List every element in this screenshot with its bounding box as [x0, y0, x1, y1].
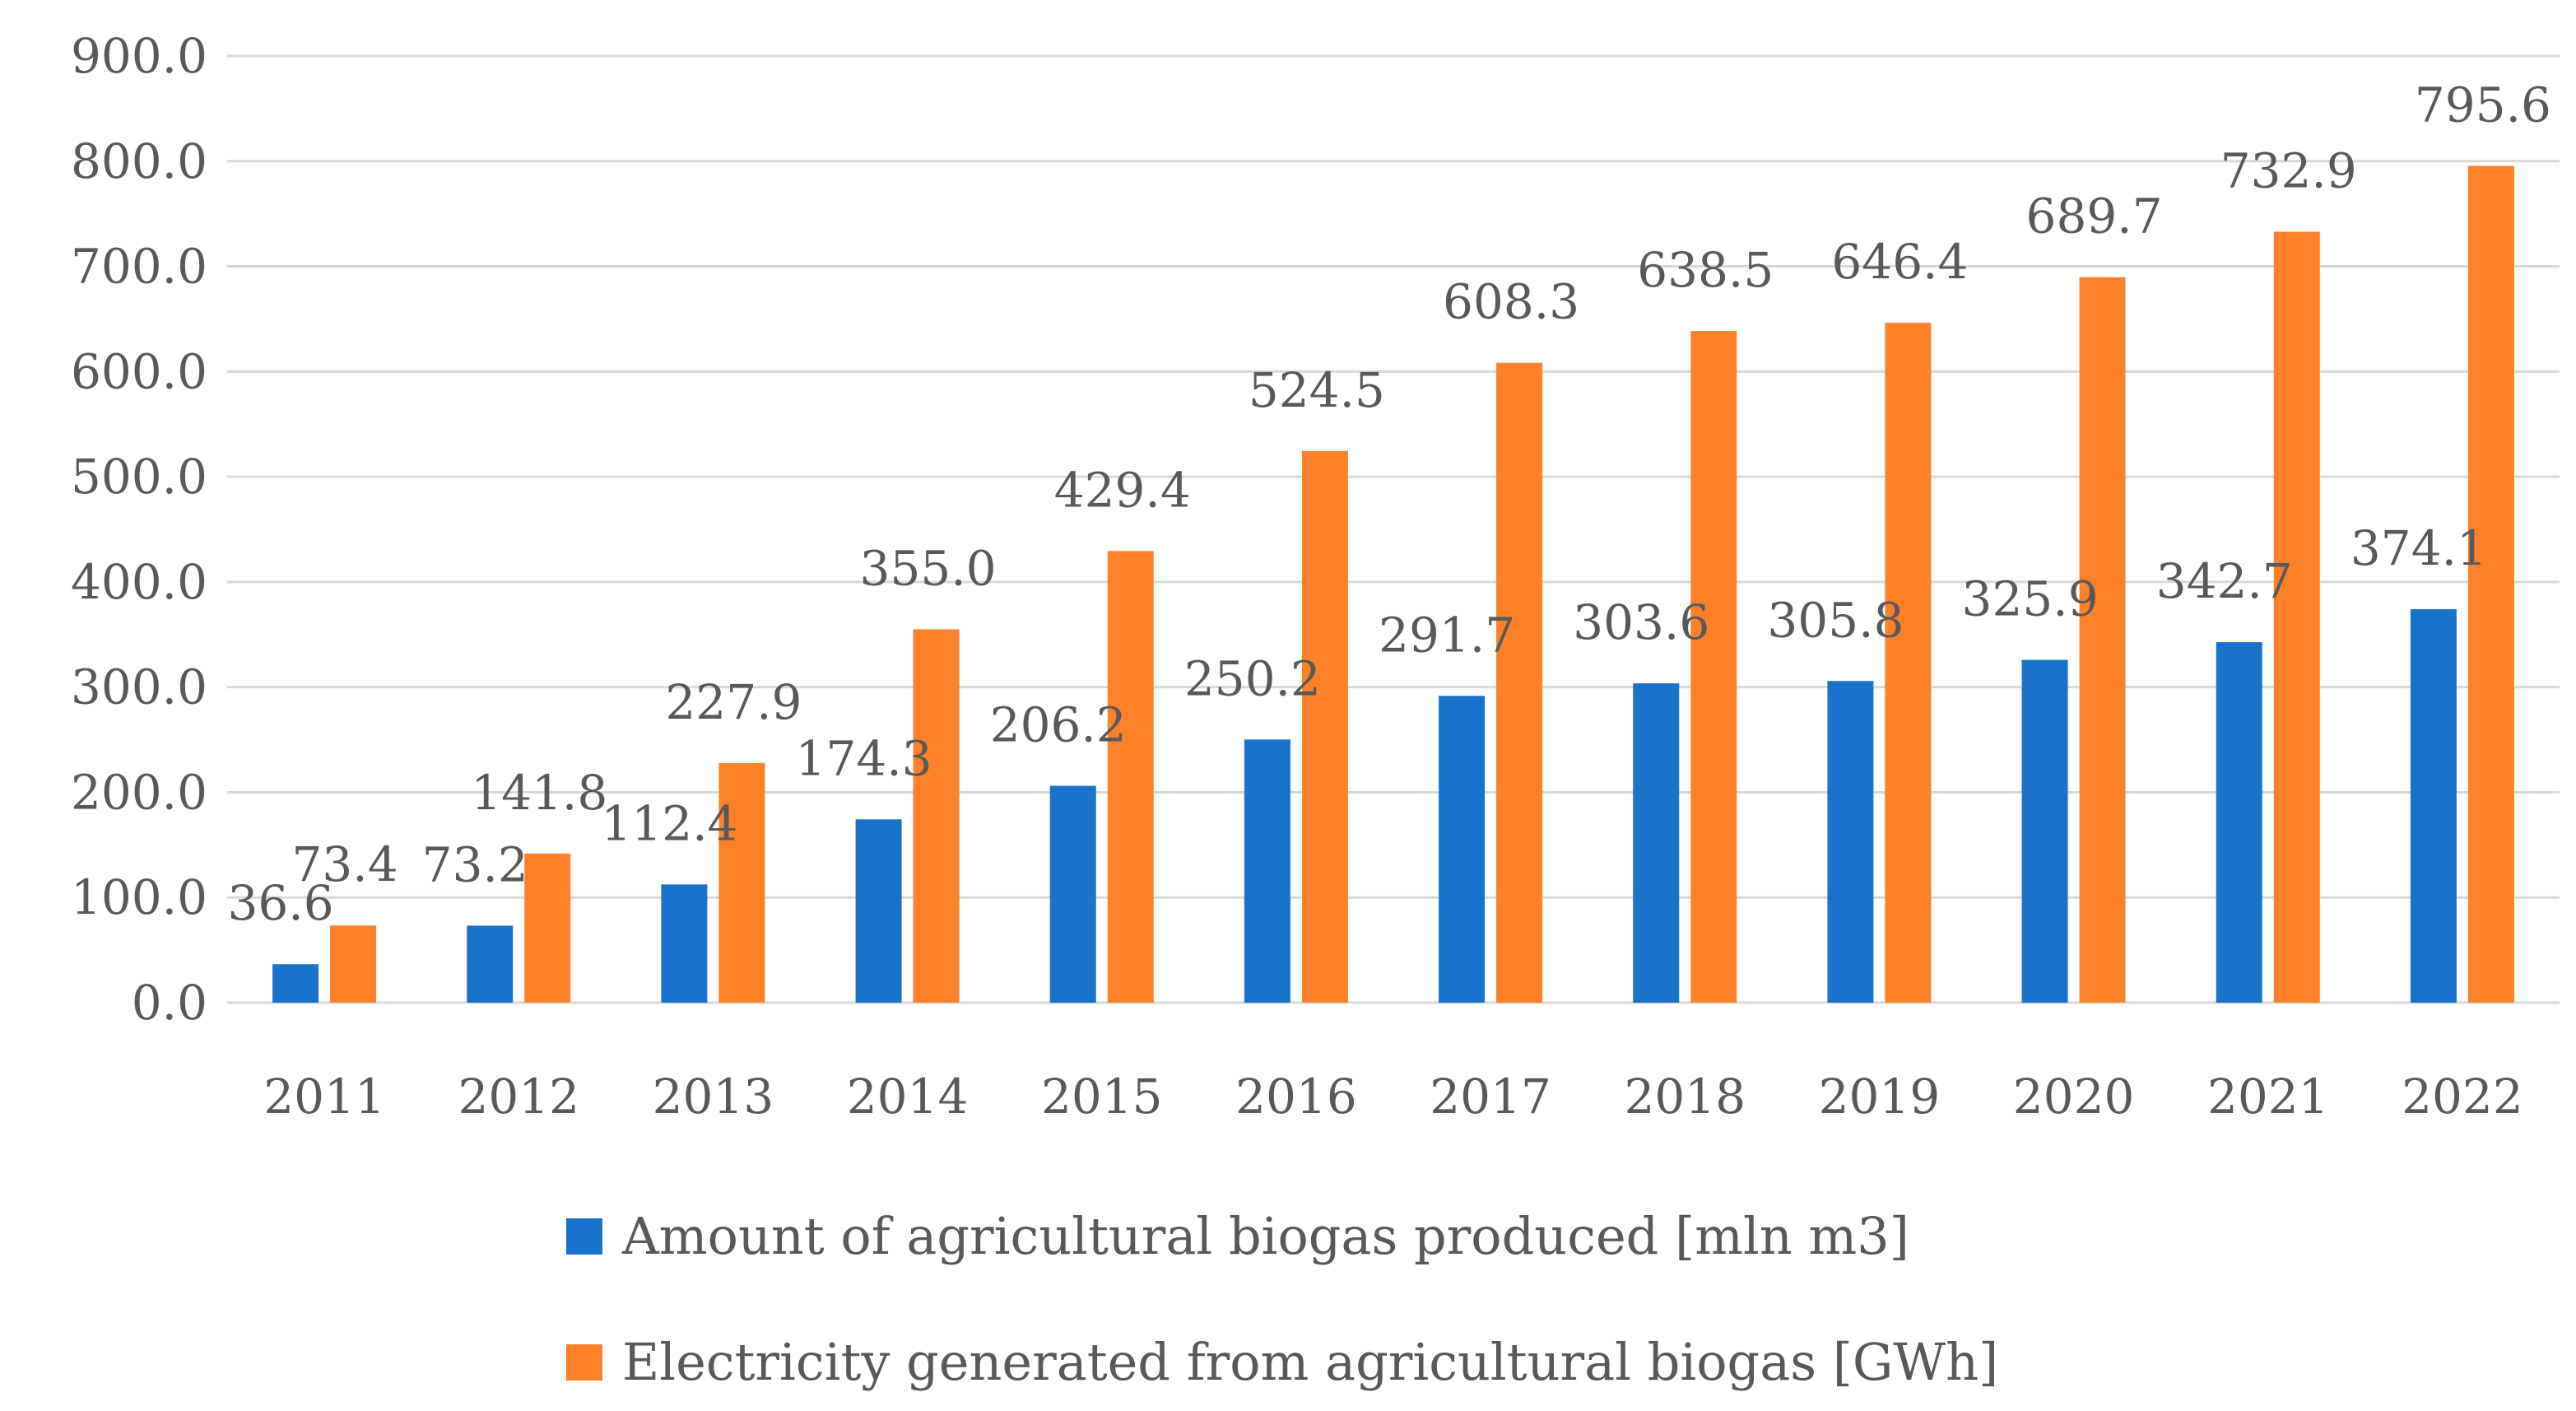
data-label-biogas: 291.7	[1379, 607, 1515, 663]
data-label-biogas: 73.2	[422, 836, 528, 892]
data-label-biogas: 342.7	[2156, 553, 2293, 609]
bar-electricity[interactable]	[330, 925, 377, 1003]
x-tick-label: 2022	[2402, 1069, 2523, 1125]
data-label-electricity: 141.8	[471, 765, 607, 821]
bar-biogas[interactable]	[855, 819, 902, 1003]
bar-biogas[interactable]	[1827, 681, 1874, 1003]
legend-item-electricity[interactable]: Electricity generated from agricultural …	[566, 1332, 1998, 1392]
x-tick-label: 2020	[2013, 1069, 2135, 1125]
data-label-biogas: 305.8	[1767, 592, 1904, 648]
data-label-electricity: 732.9	[2220, 143, 2357, 199]
legend-label-biogas: Amount of agricultural biogas produced […	[621, 1206, 1909, 1266]
data-label-electricity: 227.9	[665, 674, 802, 730]
x-tick-label: 2014	[847, 1069, 969, 1125]
data-label-electricity: 524.5	[1248, 362, 1385, 418]
data-label-biogas: 174.3	[796, 730, 932, 786]
bar-biogas[interactable]	[2021, 659, 2068, 1003]
data-label-electricity: 355.0	[860, 540, 997, 596]
bar-electricity[interactable]	[2467, 165, 2514, 1003]
data-label-biogas: 250.2	[1184, 650, 1321, 706]
data-label-electricity: 689.7	[2026, 189, 2163, 244]
data-label-electricity: 646.4	[1831, 234, 1968, 290]
data-label-biogas: 206.2	[990, 697, 1127, 753]
bar-biogas[interactable]	[661, 884, 708, 1003]
legend-swatch-electricity	[566, 1344, 602, 1381]
bar-biogas[interactable]	[1244, 739, 1290, 1003]
bar-electricity[interactable]	[1690, 331, 1737, 1003]
bar-electricity[interactable]	[2079, 277, 2126, 1003]
x-tick-label: 2019	[1819, 1069, 1941, 1125]
bar-biogas[interactable]	[2410, 608, 2457, 1003]
x-tick-label: 2013	[653, 1069, 774, 1125]
data-label-electricity: 73.4	[292, 836, 398, 892]
x-tick-label: 2017	[1430, 1069, 1551, 1125]
data-label-electricity: 795.6	[2415, 77, 2551, 133]
bar-electricity[interactable]	[2273, 231, 2320, 1003]
y-tick-label: 600.0	[71, 343, 207, 399]
bar-biogas[interactable]	[1633, 683, 1680, 1003]
y-tick-label: 700.0	[71, 239, 207, 295]
bar-electricity[interactable]	[913, 629, 960, 1003]
legend-swatch-biogas	[566, 1218, 602, 1255]
legend-item-biogas[interactable]: Amount of agricultural biogas produced […	[566, 1206, 1909, 1266]
bar-electricity[interactable]	[718, 762, 765, 1003]
bar-electricity[interactable]	[1301, 450, 1348, 1003]
x-tick-label: 2012	[458, 1069, 579, 1125]
bar-biogas[interactable]	[272, 964, 319, 1003]
data-label-electricity: 608.3	[1443, 274, 1579, 330]
bar-biogas[interactable]	[1049, 785, 1096, 1003]
y-axis-ticks: 0.0 100.0 200.0 300.0 400.0 500.0 600.0 700.0 80…	[71, 28, 207, 1031]
y-tick-label: 200.0	[71, 764, 207, 820]
y-tick-label: 500.0	[71, 449, 207, 505]
x-tick-label: 2015	[1041, 1069, 1163, 1125]
bar-electricity[interactable]	[1885, 323, 1932, 1003]
data-label-biogas: 303.6	[1573, 594, 1709, 650]
x-tick-label: 2016	[1235, 1069, 1357, 1125]
y-tick-label: 0.0	[132, 975, 207, 1031]
data-label-electricity: 429.4	[1054, 462, 1191, 518]
x-axis-ticks: 2011 2012 2013 2014 2015 2016 2017 2018 2019 2020…	[263, 1069, 2523, 1125]
y-tick-label: 900.0	[71, 28, 207, 84]
x-tick-label: 2021	[2207, 1069, 2329, 1125]
y-tick-label: 800.0	[71, 133, 207, 189]
data-label-biogas: 374.1	[2350, 520, 2487, 576]
data-label-electricity: 638.5	[1637, 242, 1774, 298]
bar-biogas[interactable]	[467, 925, 514, 1003]
y-tick-label: 300.0	[71, 659, 207, 715]
data-label-biogas: 36.6	[228, 875, 334, 931]
data-label-biogas: 325.9	[1962, 571, 2099, 627]
legend: Amount of agricultural biogas produced […	[566, 1206, 1998, 1392]
bar-biogas[interactable]	[2216, 642, 2262, 1003]
x-tick-label: 2011	[263, 1069, 385, 1125]
bar-electricity[interactable]	[1496, 362, 1543, 1003]
data-label-biogas: 112.4	[601, 795, 737, 851]
bar-electricity[interactable]	[524, 853, 571, 1003]
y-tick-label: 400.0	[71, 554, 207, 610]
gridlines	[227, 54, 2560, 1004]
bar-electricity[interactable]	[1107, 551, 1154, 1003]
y-tick-label: 100.0	[71, 869, 207, 925]
bar-biogas[interactable]	[1439, 696, 1486, 1003]
x-tick-label: 2018	[1624, 1069, 1746, 1125]
bars	[272, 165, 2514, 1003]
legend-label-electricity: Electricity generated from agricultural …	[622, 1332, 1998, 1392]
